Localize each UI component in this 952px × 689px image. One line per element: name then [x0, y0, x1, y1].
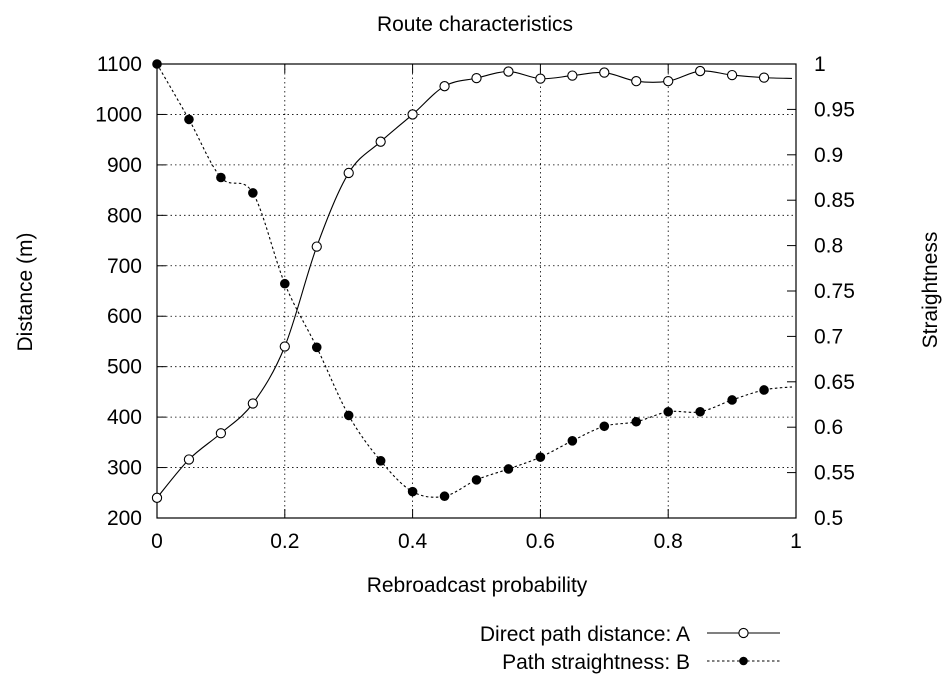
- y2-axis-label: Straightness: [919, 232, 942, 349]
- data-point-direct-path-distance: [343, 167, 354, 179]
- series-line-path-straightness: [156, 63, 793, 498]
- data-point-direct-path-distance: [599, 67, 610, 78]
- y-tick-label: 300: [107, 457, 142, 480]
- data-point-direct-path-distance: [726, 69, 738, 81]
- y-tick-label: 1000: [95, 103, 142, 126]
- x-tick-label: 0.8: [654, 530, 683, 553]
- data-point-path-straightness: [439, 491, 450, 502]
- legend: Direct path distance: A Path straightnes…: [480, 623, 780, 674]
- y2-tick-label: 0.75: [814, 280, 855, 303]
- series-line-direct-path-distance: [156, 70, 793, 499]
- data-point-path-straightness: [152, 59, 162, 69]
- x-tick-label: 0.2: [270, 530, 299, 553]
- data-point-direct-path-distance: [215, 428, 227, 439]
- data-point-direct-path-distance: [471, 72, 482, 84]
- y2-tick-label: 0.7: [814, 325, 843, 348]
- data-point-path-straightness: [631, 416, 642, 427]
- data-point-direct-path-distance: [439, 81, 450, 92]
- data-point-direct-path-distance: [279, 341, 290, 352]
- y2-tick-label: 0.9: [814, 144, 843, 167]
- data-point-path-straightness: [407, 486, 418, 497]
- data-point-path-straightness: [759, 385, 769, 395]
- data-point-path-straightness: [663, 406, 674, 417]
- y-tick-label: 1100: [97, 53, 142, 76]
- x-tick-label: 0: [151, 530, 163, 553]
- y-tick-label: 700: [107, 255, 142, 278]
- data-point-direct-path-distance: [535, 73, 546, 84]
- legend-label-direct-path-distance: Direct path distance: A: [480, 623, 690, 646]
- chart-title: Route characteristics: [377, 13, 573, 36]
- data-point-direct-path-distance: [311, 241, 322, 252]
- x-tick-label: 0.4: [398, 530, 428, 553]
- series-lines: [156, 63, 793, 499]
- data-point-direct-path-distance: [631, 76, 642, 87]
- y2-tick-label: 0.65: [814, 371, 855, 394]
- data-point-direct-path-distance: [758, 72, 770, 83]
- y2-tick-label: 0.5: [814, 507, 843, 530]
- data-point-path-straightness: [311, 342, 322, 353]
- y2-tick-label: 0.95: [814, 98, 855, 121]
- y2-tick-label: 0.55: [814, 462, 855, 485]
- data-point-direct-path-distance: [151, 492, 163, 503]
- data-point-direct-path-distance: [375, 136, 386, 147]
- y2-tick-label: 0.85: [814, 189, 855, 212]
- data-point-direct-path-distance: [183, 454, 195, 465]
- x-tick-label: 1: [790, 530, 802, 553]
- y-axis-label: Distance (m): [14, 232, 37, 351]
- data-point-direct-path-distance: [695, 65, 706, 77]
- data-point-path-straightness: [599, 421, 610, 432]
- y-tick-label: 900: [107, 154, 142, 177]
- y-tick-label: 200: [107, 507, 142, 530]
- y-tick-label: 800: [107, 204, 142, 227]
- data-point-path-straightness: [471, 475, 482, 485]
- axis-ticks: [156, 63, 797, 519]
- legend-sample-path-straightness: [707, 656, 780, 666]
- plot-frame: [156, 63, 797, 519]
- data-point-path-straightness: [343, 410, 354, 421]
- series-points: [151, 59, 770, 503]
- x-tick-label: 0.6: [526, 530, 555, 553]
- y-tick-label: 400: [107, 406, 142, 429]
- legend-sample-direct-path-distance: [707, 627, 780, 639]
- y2-tick-label: 0.8: [814, 235, 843, 258]
- data-point-path-straightness: [248, 188, 258, 198]
- data-point-path-straightness: [375, 455, 386, 466]
- data-point-path-straightness: [216, 172, 226, 183]
- legend-marker-filled-circle: [739, 656, 748, 666]
- y-tick-label: 500: [107, 356, 142, 379]
- y2-tick-label: 0.6: [814, 416, 843, 439]
- axis-tick-labels: 0 0.2 0.4 0.6 0.8 120030040050060070080090010…: [95, 53, 855, 553]
- data-point-path-straightness: [503, 464, 514, 474]
- data-point-path-straightness: [184, 114, 194, 125]
- x-axis-label: Rebroadcast probability: [367, 574, 588, 597]
- data-point-direct-path-distance: [663, 76, 674, 87]
- legend-marker-open-circle: [738, 627, 749, 639]
- data-point-direct-path-distance: [567, 70, 578, 81]
- data-point-path-straightness: [535, 452, 546, 462]
- data-point-path-straightness: [280, 278, 290, 289]
- y-tick-label: 600: [107, 305, 142, 328]
- data-point-path-straightness: [695, 406, 705, 417]
- data-point-path-straightness: [727, 395, 737, 405]
- data-point-direct-path-distance: [247, 398, 258, 409]
- data-point-direct-path-distance: [407, 109, 418, 120]
- grid-lines: [157, 64, 796, 518]
- data-point-direct-path-distance: [503, 66, 514, 77]
- y2-tick-label: 1: [814, 53, 826, 76]
- legend-label-path-straightness: Path straightness: B: [502, 651, 690, 674]
- data-point-path-straightness: [567, 436, 578, 446]
